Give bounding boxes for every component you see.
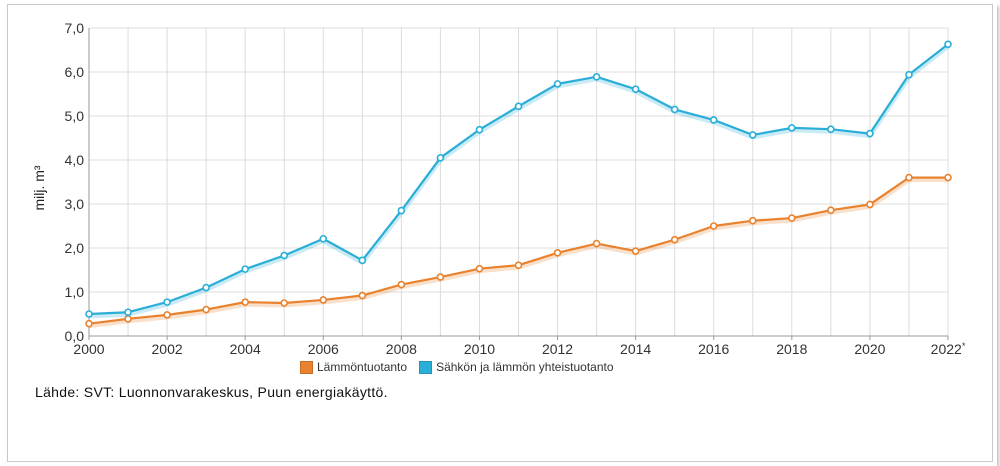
x-tick-label: 2006 xyxy=(308,341,339,357)
x-tick-label: 2004 xyxy=(230,341,261,357)
data-point-1 xyxy=(553,80,562,88)
y-tick-label: 3,0 xyxy=(65,196,85,212)
x-tick-label: 2008 xyxy=(386,341,417,357)
data-point-1 xyxy=(436,154,445,162)
data-point-0 xyxy=(905,173,913,182)
axes xyxy=(88,28,949,340)
data-point-1 xyxy=(163,298,171,306)
y-tick-label: 5,0 xyxy=(65,108,85,124)
data-point-0 xyxy=(436,273,445,281)
data-point-1 xyxy=(319,234,328,243)
data-point-1 xyxy=(475,125,484,134)
x-tick-label: 2018 xyxy=(776,341,807,357)
data-point-0 xyxy=(319,296,328,304)
x-tick-label: 2014 xyxy=(620,341,651,357)
legend-item-yhteistuotanto[interactable]: Sähkön ja lämmön yhteistuotanto xyxy=(419,360,614,374)
data-point-1 xyxy=(670,105,679,114)
data-point-0 xyxy=(670,235,679,244)
data-point-1 xyxy=(241,265,249,273)
data-point-1 xyxy=(631,85,640,93)
data-point-1 xyxy=(514,102,523,111)
data-point-0 xyxy=(748,216,757,225)
data-point-0 xyxy=(631,247,640,255)
tick-labels: 0,0 1,0 2,0 3,0 4,0 5,0 6,0 7,0 2000 2002 2004 2006… xyxy=(65,20,966,357)
data-point-1 xyxy=(788,124,796,132)
y-tick-label: 7,0 xyxy=(65,20,85,36)
x-tick-label: 2010 xyxy=(464,341,495,357)
x-tick-label: 2016 xyxy=(698,341,729,357)
data-point-0 xyxy=(553,249,562,257)
data-point-1 xyxy=(202,283,210,292)
data-point-1 xyxy=(905,70,913,79)
data-point-0 xyxy=(280,299,289,307)
legend: Lämmöntuotanto Sähkön ja lämmön yhteistu… xyxy=(300,360,614,374)
y-axis-label: milj. m³ xyxy=(31,165,47,210)
legend-label: Lämmöntuotanto xyxy=(317,360,408,374)
legend-swatch-orange xyxy=(300,360,313,374)
data-point-0 xyxy=(241,298,249,306)
data-point-1 xyxy=(866,129,874,138)
data-point-0 xyxy=(397,280,406,289)
chart-frame xyxy=(7,4,993,462)
data-point-0 xyxy=(202,305,210,314)
legend-label: Sähkön ja lämmön yhteistuotanto xyxy=(436,360,614,374)
data-point-1 xyxy=(280,251,289,260)
data-point-1 xyxy=(85,310,93,318)
data-point-0 xyxy=(163,311,171,319)
data-point-0 xyxy=(788,214,796,222)
x-tick-label: 2000 xyxy=(73,341,104,357)
source-note: Lähde: SVT: Luonnonvarakeskus, Puun ener… xyxy=(35,384,388,400)
legend-swatch-blue xyxy=(419,360,433,374)
y-tick-label: 2,0 xyxy=(65,240,85,256)
series-group xyxy=(85,40,952,329)
data-point-0 xyxy=(358,291,367,300)
data-point-1 xyxy=(124,308,132,317)
data-point-1 xyxy=(358,256,367,265)
legend-item-lammontuotanto[interactable]: Lämmöntuotanto xyxy=(300,360,407,374)
data-point-0 xyxy=(514,261,523,269)
y-tick-label: 4,0 xyxy=(65,152,85,168)
data-point-1 xyxy=(709,116,718,124)
y-tick-label: 1,0 xyxy=(65,284,85,300)
y-tick-label: 0,0 xyxy=(65,328,85,344)
x-tick-label: 2022* xyxy=(931,341,966,357)
data-point-0 xyxy=(827,206,835,214)
x-tick-label: 2012 xyxy=(542,341,573,357)
data-point-1 xyxy=(397,206,406,215)
data-point-0 xyxy=(709,222,718,230)
data-point-0 xyxy=(944,173,952,182)
x-tick-label: 2020 xyxy=(854,341,885,357)
data-point-0 xyxy=(85,319,93,328)
data-point-1 xyxy=(748,131,757,139)
data-point-1 xyxy=(827,125,835,133)
data-point-1 xyxy=(592,73,601,81)
data-point-0 xyxy=(592,239,601,248)
data-point-1 xyxy=(944,40,952,49)
data-point-0 xyxy=(866,200,874,209)
grid-lines xyxy=(88,27,949,337)
data-point-0 xyxy=(475,264,484,273)
x-tick-label: 2002 xyxy=(152,341,183,357)
y-tick-label: 6,0 xyxy=(65,64,85,80)
